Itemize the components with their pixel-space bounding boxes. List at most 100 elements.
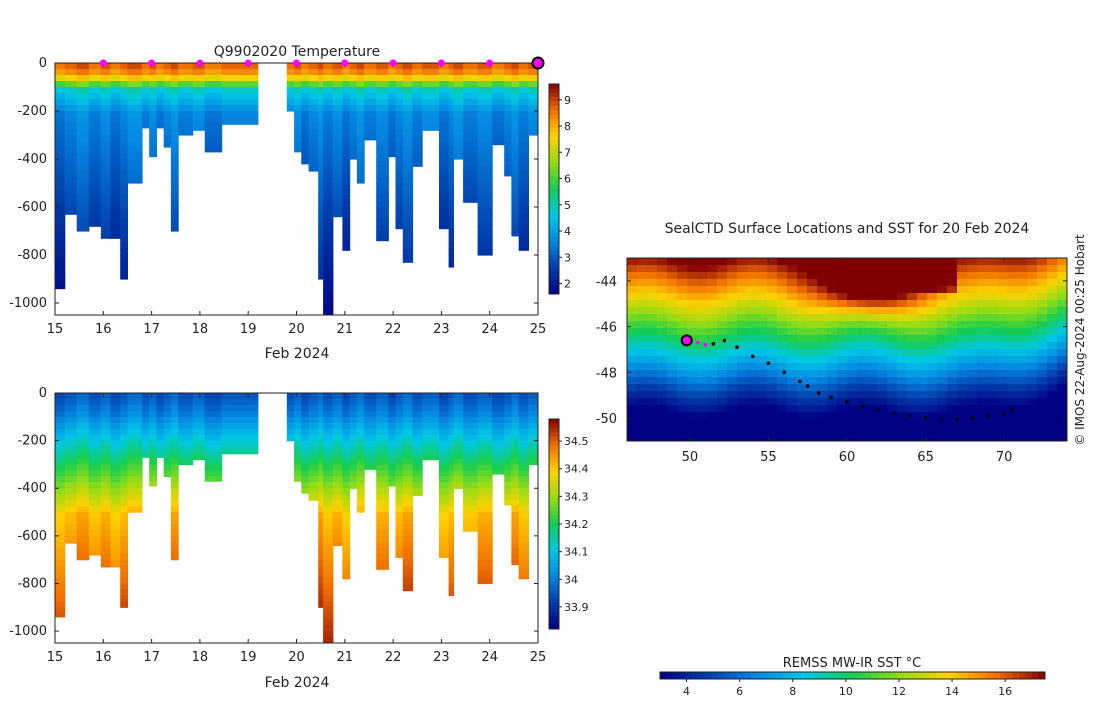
section-cell: [504, 111, 512, 118]
sst-cell: [907, 314, 918, 322]
colorbar-segment: [549, 454, 559, 459]
section-cell: [323, 303, 334, 310]
colorbar-segment: [968, 672, 975, 679]
section-cell: [349, 81, 358, 88]
section-cell: [308, 123, 319, 130]
section-cell: [376, 464, 389, 471]
section-cell: [439, 81, 450, 88]
section-cell: [170, 147, 179, 154]
section-cell: [110, 117, 121, 124]
section-cell: [178, 129, 194, 136]
section-cell: [448, 75, 454, 82]
section-cell: [170, 476, 179, 483]
section-cell: [477, 565, 493, 573]
section-cell: [492, 141, 505, 146]
section-cell: [518, 399, 529, 406]
sst-cell: [647, 342, 658, 350]
colorbar-segment: [549, 193, 559, 199]
section-cell: [477, 458, 493, 466]
colorbar-segment: [549, 537, 559, 543]
sst-cell: [697, 321, 708, 329]
sst-cell: [637, 412, 648, 420]
sst-cell: [927, 356, 938, 364]
section-cell: [88, 428, 102, 436]
sst-cell: [677, 342, 688, 350]
section-cell: [120, 518, 128, 525]
section-cell: [323, 111, 334, 118]
section-cell: [422, 123, 440, 130]
sst-cell: [787, 321, 798, 329]
section-cell: [395, 535, 404, 543]
sst-cell: [957, 265, 968, 273]
section-cell: [477, 105, 493, 112]
sst-cell: [1037, 272, 1048, 280]
sst-cell: [707, 272, 718, 280]
section-cell: [364, 111, 377, 118]
section-cell: [323, 159, 334, 166]
section-cell: [120, 207, 128, 214]
section-cell: [448, 559, 454, 567]
sst-cell: [857, 384, 868, 392]
section-cell: [318, 601, 324, 608]
section-cell: [170, 541, 179, 549]
section-cell: [308, 470, 319, 477]
map-y-tick-label: -48: [596, 366, 617, 381]
section-cell: [395, 69, 404, 76]
section-cell: [55, 422, 66, 430]
section-cell: [120, 506, 128, 513]
section-cell: [518, 440, 529, 448]
section-cell: [463, 153, 479, 160]
section-cell: [110, 476, 121, 483]
section-cell: [100, 541, 112, 549]
sst-cell: [827, 307, 838, 315]
section-cell: [192, 93, 206, 100]
section-cell: [439, 189, 450, 196]
section-cell: [477, 494, 493, 501]
section-cell: [110, 87, 121, 94]
section-cell: [477, 177, 493, 184]
section-cell: [55, 404, 66, 412]
section-cell: [100, 93, 112, 100]
sst-cell: [807, 391, 818, 399]
colorbar-segment: [961, 672, 969, 679]
section-cell: [342, 189, 351, 196]
section-cell: [388, 410, 397, 418]
section-cell: [376, 547, 389, 555]
section-cell: [323, 285, 334, 292]
section-cell: [477, 434, 493, 442]
sst-cell: [877, 265, 888, 273]
section-cell: [178, 458, 194, 466]
sst-cell: [987, 370, 998, 378]
section-cell: [149, 458, 157, 466]
colorbar-segment: [549, 602, 559, 608]
section-cell: [402, 159, 414, 166]
sst-cell: [707, 405, 718, 413]
section-cell: [349, 129, 358, 136]
section-cell: [439, 399, 450, 406]
sst-cell: [997, 265, 1008, 273]
colorbar-segment: [549, 458, 559, 464]
section-cell: [323, 99, 334, 106]
sst-cell: [767, 286, 778, 294]
sst-cell: [627, 356, 638, 364]
section-cell: [318, 512, 324, 519]
sst-cell: [937, 377, 948, 385]
section-cell: [342, 87, 351, 94]
section-cell: [170, 123, 179, 130]
sst-cell: [887, 300, 898, 308]
sst-cell: [917, 286, 928, 294]
sst-cell: [947, 391, 958, 399]
section-cell: [156, 111, 165, 118]
section-cell: [439, 506, 450, 513]
section-cell: [110, 105, 121, 112]
colorbar-tick-label: 16: [998, 685, 1012, 698]
section-cell: [504, 393, 512, 400]
sst-cell: [687, 356, 698, 364]
section-cell: [463, 75, 479, 82]
section-cell: [448, 231, 454, 238]
surface-profile-marker: [244, 59, 252, 67]
section-cell: [110, 410, 121, 418]
sst-cell: [1017, 286, 1028, 294]
section-cell: [402, 583, 414, 591]
sst-cell: [1057, 286, 1067, 294]
